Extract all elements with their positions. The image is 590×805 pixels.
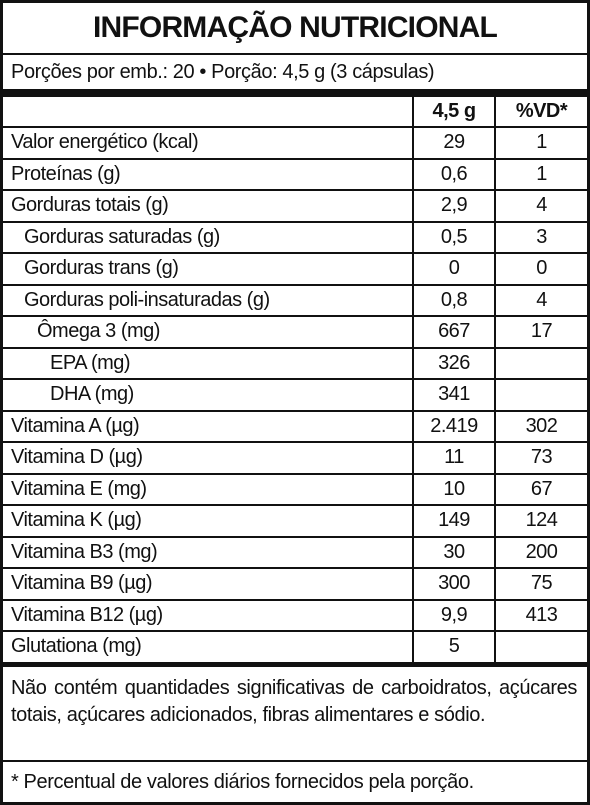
nutrient-name: Vitamina K (µg) (3, 504, 414, 538)
amount: 29 (412, 126, 496, 160)
footnote: * Percentual de valores diários fornecid… (3, 760, 587, 802)
nutrient-name: Vitamina A (µg) (3, 409, 414, 443)
header-cell: 4,5 g (412, 97, 496, 128)
table-row: Gorduras trans (g) 0 0 (3, 252, 587, 286)
nutrition-table: 4,5 g %VD* Valor energético (kcal) 29 1 Prote… (3, 97, 587, 663)
title: INFORMAÇÃO NUTRICIONAL (3, 3, 587, 55)
nutrient-name: Vitamina D (µg) (3, 441, 414, 475)
amount: 300 (412, 567, 496, 601)
nutrient-name: Vitamina B3 (mg) (3, 535, 414, 569)
table-row: Vitamina B9 (µg) 300 75 (3, 567, 587, 601)
daily-value: 4 (494, 189, 587, 223)
table-row: Ômega 3 (mg) 667 17 (3, 315, 587, 349)
amount: 326 (412, 346, 496, 380)
amount: 10 (412, 472, 496, 506)
table-row: Vitamina B12 (µg) 9,9 413 (3, 598, 587, 632)
nutrient-name: EPA (mg) (3, 346, 414, 380)
nutrient-name: Gorduras poli-insaturadas (g) (3, 283, 414, 317)
amount: 0,6 (412, 157, 496, 191)
daily-value: 0 (494, 252, 587, 286)
table-row: Vitamina E (mg) 10 67 (3, 472, 587, 506)
nutrient-name: Gorduras trans (g) (3, 252, 414, 286)
amount: 149 (412, 504, 496, 538)
nutrient-name: Ômega 3 (mg) (3, 315, 414, 349)
nutrient-name: Valor energético (kcal) (3, 126, 414, 160)
daily-value: 73 (494, 441, 587, 475)
portion: Porções por emb.: 20 • Porção: 4,5 g (3 … (11, 61, 435, 83)
header-cell (3, 97, 414, 128)
daily-value (494, 630, 587, 663)
nutrient-name: Proteínas (g) (3, 157, 414, 191)
table-row: Gorduras poli-insaturadas (g) 0,8 4 (3, 283, 587, 317)
daily-value: 17 (494, 315, 587, 349)
table-row: Vitamina A (µg) 2.419 302 (3, 409, 587, 443)
nutrient-name: Vitamina B12 (µg) (3, 598, 414, 632)
daily-value: 1 (494, 157, 587, 191)
daily-value: 124 (494, 504, 587, 538)
amount: 341 (412, 378, 496, 412)
table-row: Gorduras saturadas (g) 0,5 3 (3, 220, 587, 254)
header-cell: %VD* (494, 97, 587, 128)
amount: 2,9 (412, 189, 496, 223)
table-row: Valor energético (kcal) 29 1 (3, 126, 587, 160)
daily-value (494, 378, 587, 412)
table-wrap: 4,5 g %VD* Valor energético (kcal) 29 1 Prote… (3, 97, 587, 663)
amount: 0 (412, 252, 496, 286)
amount: 0,8 (412, 283, 496, 317)
table-row: Glutationa (mg) 5 (3, 630, 587, 663)
amount: 9,9 (412, 598, 496, 632)
daily-value: 4 (494, 283, 587, 317)
table-row: Vitamina D (µg) 11 73 (3, 441, 587, 475)
nutrient-name: Vitamina E (mg) (3, 472, 414, 506)
table-row: DHA (mg) 341 (3, 378, 587, 412)
table-row: EPA (mg) 326 (3, 346, 587, 380)
nutrient-name: Gorduras saturadas (g) (3, 220, 414, 254)
amount: 667 (412, 315, 496, 349)
amount: 5 (412, 630, 496, 663)
header-row: 4,5 g %VD* (3, 97, 587, 128)
daily-value: 3 (494, 220, 587, 254)
note: Não contém quantidades significativas de… (11, 677, 577, 726)
nutrient-name: Gorduras totais (g) (3, 189, 414, 223)
amount: 11 (412, 441, 496, 475)
daily-value: 67 (494, 472, 587, 506)
nutrient-name: DHA (mg) (3, 378, 414, 412)
daily-value: 413 (494, 598, 587, 632)
amount: 2.419 (412, 409, 496, 443)
table-row: Proteínas (g) 0,6 1 (3, 157, 587, 191)
daily-value: 200 (494, 535, 587, 569)
daily-value: 1 (494, 126, 587, 160)
amount: 0,5 (412, 220, 496, 254)
nutrient-name: Vitamina B9 (µg) (3, 567, 414, 601)
daily-value: 302 (494, 409, 587, 443)
table-row: Vitamina B3 (mg) 30 200 (3, 535, 587, 569)
daily-value: 75 (494, 567, 587, 601)
amount: 30 (412, 535, 496, 569)
daily-value (494, 346, 587, 380)
nutrient-name: Glutationa (mg) (3, 630, 414, 663)
divider (3, 89, 587, 97)
table-row: Gorduras totais (g) 2,9 4 (3, 189, 587, 223)
table-row: Vitamina K (µg) 149 124 (3, 504, 587, 538)
divider (3, 663, 587, 667)
